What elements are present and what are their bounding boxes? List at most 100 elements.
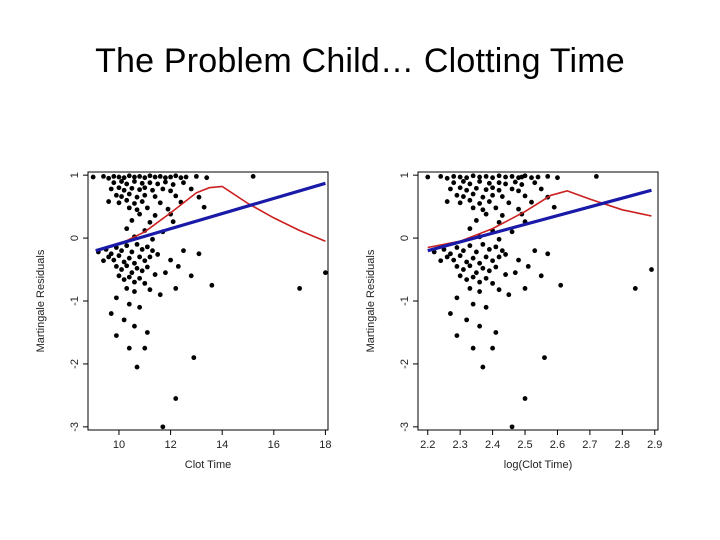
- data-point: [503, 252, 508, 257]
- data-point: [467, 181, 473, 187]
- data-point: [147, 173, 153, 179]
- data-point: [181, 248, 186, 254]
- data-point: [132, 279, 137, 285]
- data-point: [448, 311, 453, 316]
- data-point: [555, 175, 560, 181]
- data-point: [473, 270, 479, 276]
- data-point: [126, 173, 132, 179]
- data-point: [108, 311, 114, 316]
- data-point: [139, 199, 145, 204]
- data-point: [525, 263, 531, 269]
- data-point: [101, 258, 106, 264]
- data-point: [124, 226, 130, 232]
- data-point: [90, 174, 96, 180]
- data-point: [516, 257, 521, 263]
- data-point: [170, 219, 176, 225]
- data-point: [480, 265, 486, 271]
- data-point: [486, 180, 492, 186]
- x-tick-label: 2.8: [615, 439, 630, 451]
- data-point: [150, 236, 155, 242]
- data-point: [137, 275, 143, 281]
- data-point: [532, 248, 538, 254]
- data-point: [467, 243, 473, 249]
- data-point: [477, 289, 483, 294]
- data-point: [470, 345, 476, 351]
- data-point: [116, 273, 122, 279]
- data-point: [503, 272, 508, 277]
- data-point: [454, 245, 460, 250]
- data-point: [477, 279, 483, 285]
- data-point: [448, 186, 453, 192]
- data-point: [139, 268, 145, 274]
- data-point: [121, 317, 127, 323]
- data-point: [116, 185, 122, 191]
- data-point: [454, 263, 460, 269]
- data-point: [137, 211, 143, 217]
- data-point: [529, 199, 534, 205]
- data-point: [509, 229, 515, 235]
- data-point: [193, 174, 199, 179]
- data-point: [168, 257, 173, 263]
- data-point: [119, 179, 124, 184]
- data-point: [457, 174, 463, 180]
- data-point: [155, 252, 161, 257]
- x-tick-label: 16: [268, 439, 280, 451]
- data-point: [467, 197, 473, 203]
- data-point: [473, 218, 479, 223]
- data-point: [496, 219, 502, 225]
- data-point: [480, 241, 486, 247]
- data-point: [204, 175, 210, 181]
- data-point: [126, 274, 132, 280]
- slide-title: The Problem Child… Clotting Time: [95, 42, 625, 80]
- data-point: [111, 257, 117, 263]
- y-tick-label: 0: [399, 235, 411, 241]
- data-point: [144, 244, 150, 250]
- data-point: [196, 194, 202, 200]
- data-point: [516, 188, 521, 194]
- data-point: [129, 218, 135, 223]
- data-point: [467, 226, 473, 232]
- data-point: [142, 192, 148, 198]
- data-point: [470, 173, 476, 179]
- data-point: [142, 175, 148, 181]
- x-tick-label: 14: [216, 439, 228, 451]
- data-point: [144, 205, 150, 211]
- data-point: [250, 174, 256, 179]
- data-point: [173, 173, 179, 179]
- data-point: [509, 186, 515, 192]
- data-point: [124, 197, 130, 203]
- data-point: [163, 179, 168, 185]
- data-point: [519, 182, 525, 187]
- data-point: [473, 185, 479, 191]
- data-point: [124, 243, 130, 249]
- data-point: [137, 187, 143, 193]
- data-point: [451, 180, 457, 186]
- data-point: [132, 201, 137, 206]
- x-tick-label: 2.4: [485, 439, 500, 451]
- data-point: [121, 277, 127, 283]
- data-point: [132, 179, 137, 184]
- data-point: [124, 286, 130, 291]
- data-point: [496, 287, 502, 293]
- data-point: [132, 174, 137, 180]
- plot-frame: [417, 171, 659, 431]
- smooth-curve-series: [427, 190, 652, 249]
- x-tick-label: 12: [164, 439, 176, 451]
- data-point: [467, 263, 473, 269]
- data-point: [139, 247, 145, 252]
- data-point: [121, 175, 127, 181]
- y-axis-label: Martingale Residuals: [35, 249, 47, 352]
- data-point: [522, 396, 528, 401]
- scatter-plot-log-clot-time: 2.2 2.3 2.4 2.5 2.6 2.7 2.8 2.9 1 0 -1 -2 -3 log(Clot…: [365, 171, 662, 471]
- data-point: [477, 174, 483, 180]
- data-point: [157, 200, 163, 206]
- data-point: [147, 180, 153, 186]
- data-point: [486, 199, 492, 204]
- data-point: [147, 219, 153, 225]
- data-point: [477, 323, 483, 329]
- data-point: [188, 186, 194, 192]
- data-point: [101, 174, 106, 179]
- data-point: [454, 295, 460, 301]
- data-point: [134, 207, 140, 213]
